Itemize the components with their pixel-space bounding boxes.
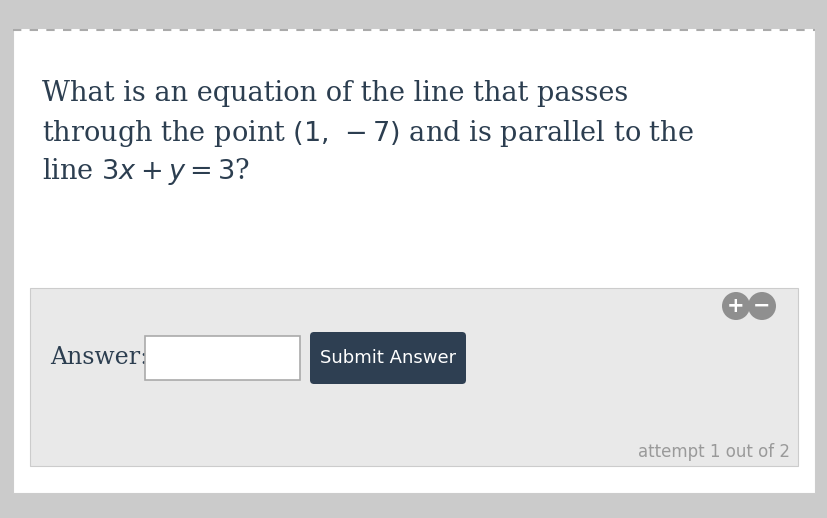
Text: −: − [753,296,770,316]
Text: line $3x + y = 3$?: line $3x + y = 3$? [42,156,250,187]
FancyBboxPatch shape [13,28,814,493]
Circle shape [721,292,749,320]
Text: What is an equation of the line that passes: What is an equation of the line that pas… [42,80,628,107]
Circle shape [747,292,775,320]
FancyBboxPatch shape [309,332,466,384]
Text: +: + [726,296,744,316]
Text: attempt 1 out of 2: attempt 1 out of 2 [638,443,789,461]
FancyBboxPatch shape [145,336,299,380]
FancyBboxPatch shape [30,288,797,466]
Text: Submit Answer: Submit Answer [319,349,456,367]
Text: Answer:: Answer: [50,347,148,369]
Text: through the point $(1,\,-7)$ and is parallel to the: through the point $(1,\,-7)$ and is para… [42,118,693,149]
